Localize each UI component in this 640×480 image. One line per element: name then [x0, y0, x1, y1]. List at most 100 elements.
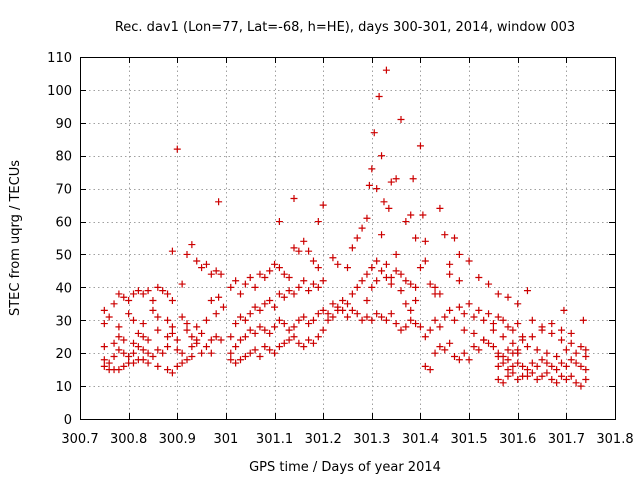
data-point	[178, 349, 186, 357]
data-point	[441, 313, 449, 321]
data-point	[553, 366, 561, 374]
data-point	[309, 316, 317, 324]
data-point	[348, 244, 356, 252]
data-point	[455, 303, 463, 311]
data-point	[217, 270, 225, 278]
data-point	[368, 264, 376, 272]
x-tick-label: 301.5	[450, 432, 487, 447]
data-point	[514, 359, 522, 367]
data-point	[241, 352, 249, 360]
axis-ticks	[80, 57, 616, 420]
data-point	[256, 323, 264, 331]
data-point	[125, 310, 133, 318]
data-point	[523, 287, 531, 295]
data-point	[504, 366, 512, 374]
data-point	[134, 287, 142, 295]
data-point	[183, 356, 191, 364]
data-point	[188, 343, 196, 351]
data-point	[480, 336, 488, 344]
data-point	[475, 346, 483, 354]
data-point	[227, 356, 235, 364]
data-point	[154, 346, 162, 354]
data-point	[579, 316, 587, 324]
data-point	[173, 346, 181, 354]
data-point	[164, 333, 172, 341]
data-point	[460, 349, 468, 357]
data-point	[159, 349, 167, 357]
x-tick-label: 300.8	[110, 432, 147, 447]
data-point	[538, 323, 546, 331]
data-point	[115, 333, 123, 341]
data-point	[558, 372, 565, 380]
data-point	[441, 346, 449, 354]
data-point	[397, 116, 405, 124]
y-tick-label: 50	[55, 248, 72, 263]
data-point	[202, 343, 210, 351]
data-point	[416, 264, 424, 272]
data-point	[499, 359, 507, 367]
x-tick-label: 301.7	[548, 432, 585, 447]
data-point	[558, 336, 565, 344]
data-point	[215, 198, 223, 206]
data-point	[378, 231, 386, 239]
data-point	[504, 372, 512, 380]
data-point	[470, 313, 478, 321]
data-point	[275, 218, 283, 226]
data-point	[382, 273, 390, 281]
data-point	[451, 234, 458, 242]
data-point	[382, 316, 390, 324]
data-point	[305, 247, 313, 255]
data-point	[528, 359, 536, 367]
data-point	[309, 339, 317, 347]
data-point	[538, 372, 546, 380]
data-point	[309, 280, 317, 288]
data-point	[178, 280, 186, 288]
data-point	[139, 356, 147, 364]
data-point	[572, 379, 580, 387]
data-point	[207, 297, 215, 305]
data-point	[130, 349, 137, 357]
data-point	[300, 313, 308, 321]
data-point	[416, 323, 424, 331]
data-point	[261, 300, 269, 308]
data-point	[407, 280, 415, 288]
data-point	[528, 369, 536, 377]
data-point	[188, 352, 196, 360]
data-point	[149, 352, 157, 360]
y-tick-label: 90	[55, 117, 72, 132]
data-point	[275, 264, 283, 272]
data-point	[373, 310, 381, 318]
data-point	[212, 333, 220, 341]
data-point	[412, 297, 420, 305]
data-point	[489, 326, 497, 334]
data-point	[533, 346, 541, 354]
data-point	[246, 273, 254, 281]
data-point	[339, 297, 347, 305]
data-point	[168, 247, 176, 255]
y-tick-label: 20	[55, 347, 72, 362]
data-point	[178, 313, 186, 321]
data-point	[446, 306, 454, 314]
data-point	[164, 343, 172, 351]
x-tick-label: 301.4	[402, 432, 439, 447]
data-point	[385, 204, 393, 212]
data-point	[465, 257, 473, 265]
data-point	[290, 323, 298, 331]
data-point	[392, 320, 400, 328]
data-point	[548, 329, 556, 337]
data-point	[409, 175, 417, 183]
data-point	[392, 267, 400, 275]
data-point	[305, 320, 313, 328]
data-point	[256, 352, 264, 360]
data-point	[446, 270, 454, 278]
data-point	[402, 300, 410, 308]
data-point	[402, 323, 410, 331]
data-point	[436, 204, 444, 212]
data-point	[261, 343, 269, 351]
data-point	[375, 92, 383, 100]
data-point	[475, 273, 483, 281]
data-point	[358, 224, 366, 232]
data-point	[134, 343, 142, 351]
data-point	[509, 362, 517, 370]
data-point	[582, 352, 590, 360]
